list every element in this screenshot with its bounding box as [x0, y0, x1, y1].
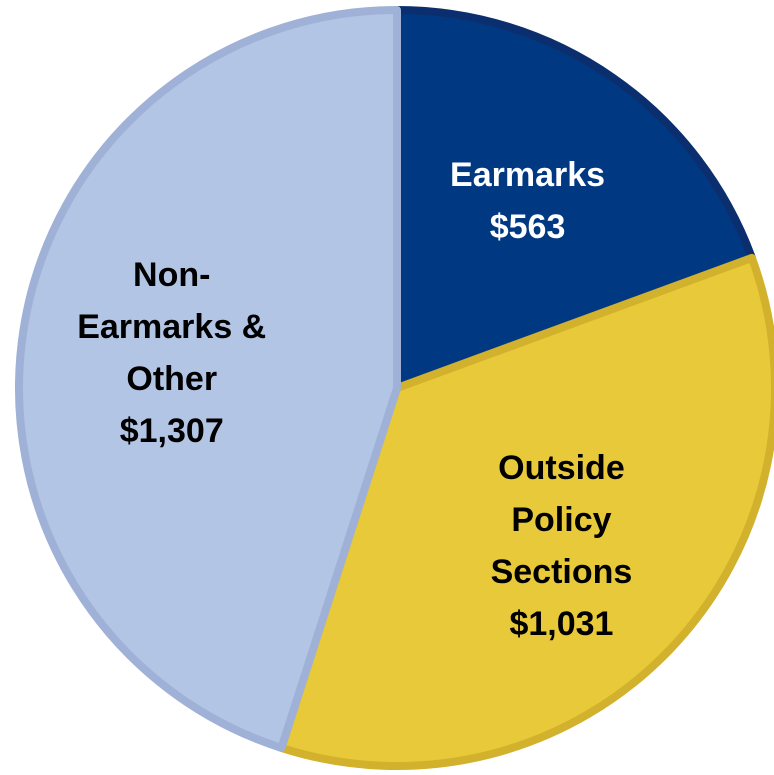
category-label: Earmarks — [450, 156, 606, 195]
category-label: Non-Earmarks & Other — [77, 255, 267, 398]
value-label: $563 — [489, 208, 566, 247]
slice-label: Non-Earmarks & Other $1,307 — [59, 249, 284, 457]
value-label: $1,031 — [509, 604, 614, 643]
slice-label: Earmarks $563 — [403, 149, 653, 253]
pie-slice — [15, 6, 401, 752]
value-label: $1,307 — [119, 411, 224, 450]
pie-slice — [277, 253, 774, 770]
category-label: Outside Policy Sections — [490, 448, 633, 591]
pie-slice — [393, 6, 756, 392]
slice-label: Outside Policy Sections $1,031 — [461, 442, 661, 650]
